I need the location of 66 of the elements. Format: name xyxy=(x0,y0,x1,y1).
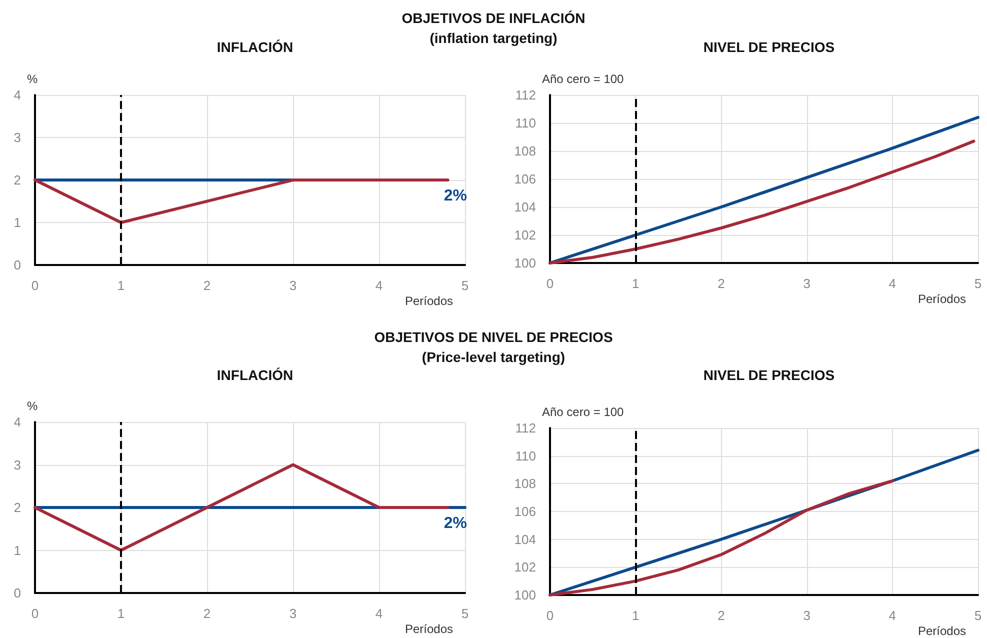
y-tick-label: 4 xyxy=(14,88,21,102)
x-tick-label: 1 xyxy=(632,276,640,291)
x-tick-label: 3 xyxy=(803,276,810,291)
x-tick-label: 1 xyxy=(117,606,125,621)
y-axis-title: % xyxy=(27,399,38,413)
x-tick-label: 5 xyxy=(974,276,982,291)
y-tick-label: 104 xyxy=(514,200,536,214)
line-series xyxy=(548,479,894,596)
x-tick-label: 5 xyxy=(461,606,469,621)
x-tick-label: 2 xyxy=(718,608,725,623)
x-axis-title: Períodos xyxy=(918,292,966,306)
text: OBJETIVOS DE INFLACIÓN (inflation targeting) xyxy=(402,10,586,46)
x-tick-label: 2 xyxy=(203,606,211,621)
x-tick-label: 4 xyxy=(888,608,896,623)
y-tick-label: 102 xyxy=(514,228,536,242)
y-tick-label: 3 xyxy=(14,130,21,145)
y-tick-label: 108 xyxy=(514,476,536,492)
x-tick-label: 5 xyxy=(974,608,982,623)
y-tick-label: 104 xyxy=(514,532,536,547)
x-tick-label: 4 xyxy=(375,278,383,293)
chart-title: NIVEL DE PRECIOS xyxy=(703,39,835,55)
y-tick-label: 110 xyxy=(515,448,536,464)
x-tick-label: 2 xyxy=(718,276,725,291)
x-tick-label: 2 xyxy=(203,278,211,293)
x-tick-label: 1 xyxy=(117,278,125,293)
y-tick-label: 106 xyxy=(514,504,536,519)
x-axis-title: Períodos xyxy=(405,294,454,308)
chart-title: INFLACIÓN xyxy=(216,367,294,383)
y-tick-label: 1 xyxy=(14,215,21,230)
y-tick-label: 3 xyxy=(14,457,21,472)
x-tick-label: 3 xyxy=(289,278,297,293)
y-tick-label: 100 xyxy=(514,256,536,270)
x-tick-label: 0 xyxy=(31,278,39,293)
y-tick-label: 112 xyxy=(515,88,536,102)
y-tick-label: 108 xyxy=(514,144,536,158)
x-axis-title: Períodos xyxy=(405,622,454,636)
x-axis-title: Períodos xyxy=(918,624,966,638)
y-tick-label: 102 xyxy=(514,560,536,575)
y-tick-label: 0 xyxy=(14,258,21,272)
y-axis-title: % xyxy=(27,72,38,86)
y-tick-label: 4 xyxy=(14,414,21,430)
x-tick-label: 0 xyxy=(31,606,39,621)
y-tick-label: 2 xyxy=(14,500,21,515)
x-tick-label: 1 xyxy=(632,608,640,623)
annotation: 2% xyxy=(444,515,467,532)
y-axis-title: Año cero = 100 xyxy=(542,72,624,86)
y-axis-title: Año cero = 100 xyxy=(542,405,624,419)
x-tick-label: 3 xyxy=(803,608,810,623)
y-tick-label: 112 xyxy=(515,420,536,436)
y-tick-label: 1 xyxy=(14,542,21,558)
x-tick-label: 4 xyxy=(375,606,383,621)
x-tick-label: 0 xyxy=(546,608,554,623)
annotation: 2% xyxy=(444,188,467,204)
y-tick-label: 106 xyxy=(514,172,536,186)
y-tick-label: 110 xyxy=(515,116,536,130)
y-tick-label: 100 xyxy=(514,588,536,602)
y-tick-label: 0 xyxy=(14,586,21,600)
x-tick-label: 5 xyxy=(461,278,469,293)
chart-title: INFLACIÓN xyxy=(216,39,294,55)
x-tick-label: 4 xyxy=(888,276,896,291)
x-tick-label: 3 xyxy=(289,606,297,621)
line-series xyxy=(548,140,976,264)
x-tick-label: 0 xyxy=(546,276,554,291)
y-tick-label: 2 xyxy=(14,172,21,188)
chart-title: NIVEL DE PRECIOS xyxy=(703,367,835,383)
text: OBJETIVOS DE NIVEL DE PRECIOS (Price-level targeting) xyxy=(373,328,614,367)
